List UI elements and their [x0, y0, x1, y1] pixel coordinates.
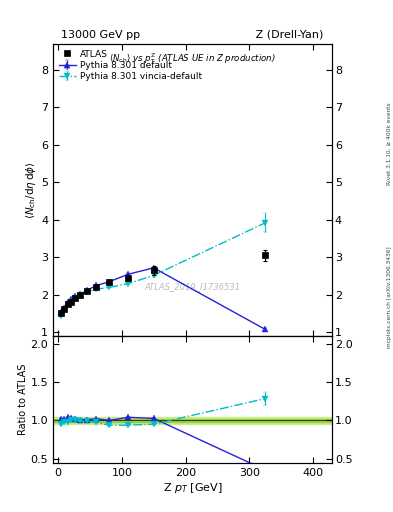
X-axis label: Z $p_T$ [GeV]: Z $p_T$ [GeV]: [163, 481, 222, 495]
Text: ATLAS_2019_I1736531: ATLAS_2019_I1736531: [145, 282, 241, 291]
Title: 13000 GeV pp                                 Z (Drell-Yan): 13000 GeV pp Z (Drell-Yan): [61, 30, 324, 40]
Text: $\langle N_\mathrm{ch}\rangle$ vs $p^\mathrm{Z}_\mathrm{T}$ (ATLAS UE in Z produ: $\langle N_\mathrm{ch}\rangle$ vs $p^\ma…: [109, 51, 276, 66]
Y-axis label: Ratio to ATLAS: Ratio to ATLAS: [18, 364, 28, 435]
Text: Rivet 3.1.10, ≥ 400k events: Rivet 3.1.10, ≥ 400k events: [387, 102, 392, 185]
Legend: ATLAS, Pythia 8.301 default, Pythia 8.301 vincia-default: ATLAS, Pythia 8.301 default, Pythia 8.30…: [57, 48, 204, 83]
Text: mcplots.cern.ch [arXiv:1306.3436]: mcplots.cern.ch [arXiv:1306.3436]: [387, 246, 392, 348]
Y-axis label: $\langle N_\mathrm{ch}/\mathrm{d}\eta\,\mathrm{d}\phi\rangle$: $\langle N_\mathrm{ch}/\mathrm{d}\eta\,\…: [24, 161, 38, 219]
